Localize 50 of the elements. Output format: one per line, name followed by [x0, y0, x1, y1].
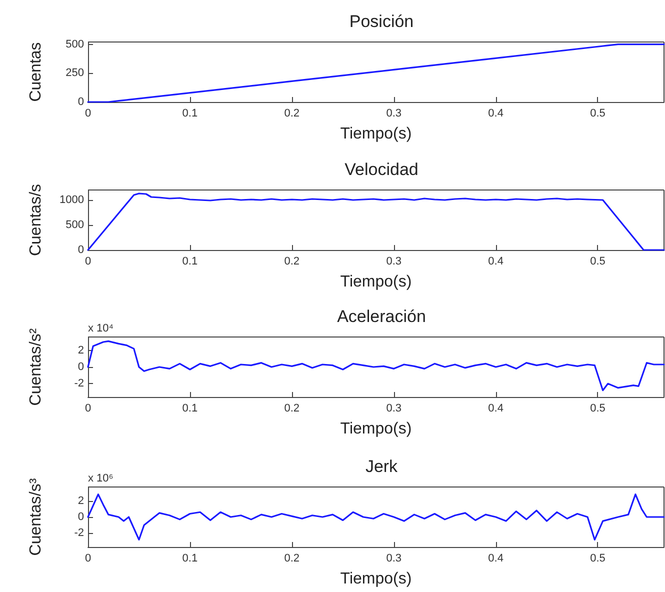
chart-title: Jerk	[365, 457, 398, 476]
x-tick-label: 0.4	[488, 552, 504, 564]
x-tick-label: 0.1	[182, 402, 198, 414]
chart-title: Aceleración	[337, 307, 426, 326]
y-tick-label: 0	[78, 361, 84, 373]
x-tick-label: 0.4	[488, 402, 504, 414]
x-tick-label: 0.5	[590, 256, 606, 268]
y-axis-title: Cuentas/s	[28, 184, 44, 256]
x-tick-label: 0.2	[284, 256, 300, 268]
chart-title: Posición	[349, 12, 414, 31]
x-tick-label: 0.5	[590, 108, 606, 120]
y-tick-label: 1000	[60, 194, 84, 206]
x-axis-title: Tiempo(s)	[340, 126, 412, 142]
y-tick-label: 0	[78, 511, 84, 523]
text: x 10⁶	[88, 472, 114, 484]
x-tick-label: 0.5	[590, 552, 606, 564]
x-tick-label: 0.3	[386, 402, 402, 414]
x-axis-title: Tiempo(s)	[340, 420, 412, 438]
y-tick-label: 0	[78, 96, 84, 108]
x-tick-label: 0.4	[488, 256, 504, 268]
y-tick-label: 2	[78, 344, 84, 356]
x-tick-label: 0.1	[182, 552, 198, 564]
line-series	[87, 493, 665, 541]
x-tick-label: 0.2	[284, 108, 300, 120]
line-series	[87, 192, 665, 251]
x-tick-label: 0.4	[488, 108, 504, 120]
x-tick-label: 0.2	[284, 402, 300, 414]
chart-title: Velocidad	[344, 160, 418, 179]
text: x 10⁴	[88, 322, 114, 334]
x-tick-label: 0.3	[386, 256, 402, 268]
line-series	[87, 44, 665, 103]
x-axis-title: Tiempo(s)	[340, 274, 412, 290]
x-tick-label: 0.1	[182, 108, 198, 120]
y-tick-label: 500	[66, 38, 84, 50]
x-tick-label: 0.2	[284, 552, 300, 564]
x-tick-label: 0.3	[386, 552, 402, 564]
y-tick-label: 0	[78, 244, 84, 256]
line-series	[87, 340, 665, 392]
y-tick-label: 2	[78, 494, 84, 507]
y-tick-label: -2	[74, 378, 84, 390]
x-tick-label: 0.3	[386, 108, 402, 120]
y-axis-title: Cuentas	[28, 42, 44, 102]
x-tick-label: 0.1	[182, 256, 198, 268]
y-tick-label: -2	[74, 527, 84, 540]
x-axis-title: Tiempo(s)	[340, 570, 412, 588]
y-axis-title: Cuentas/s³	[28, 478, 44, 556]
x-tick-label: 0.5	[590, 402, 606, 414]
y-tick-label: 250	[66, 67, 84, 80]
y-axis-title: Cuentas/s²	[28, 328, 44, 406]
y-tick-label: 500	[66, 219, 84, 231]
